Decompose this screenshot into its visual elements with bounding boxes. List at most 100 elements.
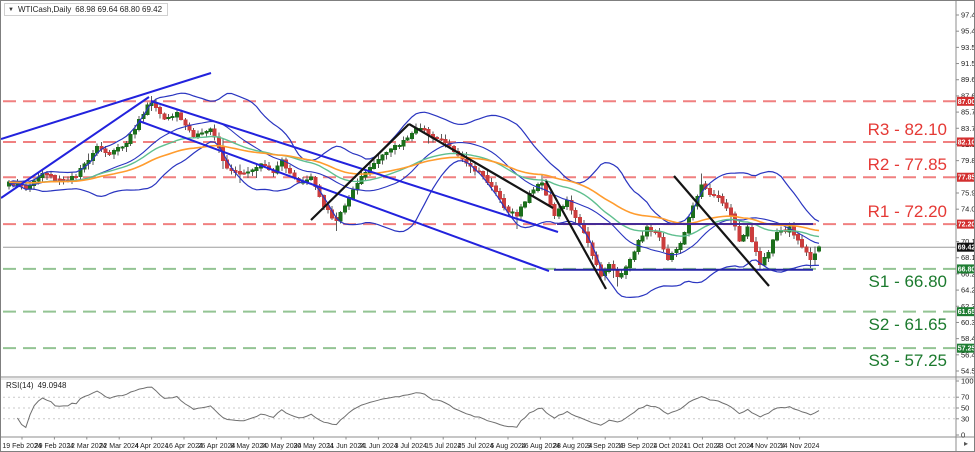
svg-text:61.65: 61.65 xyxy=(958,309,975,316)
time-label: 3 Jul 2024 xyxy=(395,443,427,450)
zigzag-up-1[interactable] xyxy=(310,123,410,221)
time-label: 26 Apr 2024 xyxy=(198,443,236,450)
time-label: 29 Feb 2024 xyxy=(35,443,74,450)
candle xyxy=(804,244,809,257)
candle xyxy=(623,265,628,280)
price-axis: 97.40 95.45 93.50 91.55 89.60 87.65 85.70 83.75… xyxy=(956,11,975,376)
rsi-axis-label: 30 xyxy=(961,414,969,423)
candle xyxy=(745,224,750,239)
support-label-s2[interactable]: S2 - 61.65 xyxy=(868,314,947,334)
candle xyxy=(758,247,763,269)
candle xyxy=(325,204,330,214)
candle xyxy=(158,105,163,119)
candle xyxy=(187,122,192,133)
candle xyxy=(766,249,771,263)
price-tick-label: 97.40 xyxy=(961,11,975,20)
candle xyxy=(57,175,62,186)
time-label: 23 Oct 2024 xyxy=(716,443,754,450)
descending-trendline-2[interactable] xyxy=(138,120,550,272)
candle xyxy=(191,127,196,139)
time-label: 20 May 2024 xyxy=(261,443,302,450)
candle xyxy=(796,232,801,245)
ascending-trendline-1[interactable] xyxy=(1,72,212,140)
resistance-label-r2[interactable]: R2 - 77.85 xyxy=(867,155,947,175)
candle xyxy=(686,214,691,237)
candle xyxy=(363,170,368,181)
dropdown-arrow-icon: ▼ xyxy=(8,6,14,13)
candle xyxy=(208,127,213,135)
scroll-to-end-marker[interactable]: ▸ xyxy=(963,439,968,448)
symbol-period-button[interactable]: ▼ WTICash,Daily 68.98 69.64 68.80 69.42 xyxy=(4,3,169,16)
candle xyxy=(573,207,578,223)
candle xyxy=(607,261,612,274)
candle xyxy=(78,165,83,180)
support-resistance-lines xyxy=(3,100,956,350)
steep-decline-line[interactable] xyxy=(545,180,607,290)
candle xyxy=(170,113,175,121)
ema-fast-line xyxy=(8,135,820,238)
time-label: 14 Nov 2024 xyxy=(780,443,820,450)
candle xyxy=(716,190,721,202)
price-tick-label: 68.15 xyxy=(961,253,975,262)
candlestick-series xyxy=(7,95,821,287)
time-label: 15 Jul 2024 xyxy=(425,443,461,450)
rsi-axis-label: 70 xyxy=(961,393,969,402)
candle xyxy=(812,246,817,266)
candle xyxy=(644,224,649,240)
candle xyxy=(313,175,318,190)
price-tick-label: 60.35 xyxy=(961,318,975,327)
time-label: 28 Aug 2024 xyxy=(553,443,592,450)
candle xyxy=(540,174,545,191)
candle xyxy=(661,232,666,253)
candle xyxy=(384,151,389,160)
decline-line-2[interactable] xyxy=(673,175,770,287)
price-axis-badge-72.20: 72.20 xyxy=(957,219,974,229)
candle xyxy=(380,153,385,165)
candle xyxy=(342,203,347,215)
rsi-axis-label: 0 xyxy=(961,431,965,440)
price-axis-badge-57.25: 57.25 xyxy=(957,343,974,353)
candle xyxy=(162,112,167,121)
candle xyxy=(510,208,515,218)
candle xyxy=(250,168,255,177)
candle xyxy=(405,135,410,142)
candle xyxy=(519,203,524,221)
price-tick-label: 58.40 xyxy=(961,334,975,343)
candle xyxy=(183,117,188,130)
price-tick-label: 64.25 xyxy=(961,286,975,295)
candle xyxy=(124,141,129,153)
time-label: 1 Oct 2024 xyxy=(653,443,687,450)
candle xyxy=(733,211,738,231)
rsi-line xyxy=(16,386,820,429)
rsi-indicator-label: RSI(14) 49.0948 xyxy=(6,381,70,390)
price-tick-label: 87.65 xyxy=(961,91,975,100)
candle xyxy=(401,136,406,150)
price-axis-badge-87.00: 87.00 xyxy=(957,96,974,106)
descending-trendline-1[interactable] xyxy=(150,100,559,233)
candle xyxy=(283,157,288,173)
zigzag-down-1[interactable] xyxy=(408,123,554,209)
candle xyxy=(724,199,729,211)
resistance-label-r3[interactable]: R3 - 82.10 xyxy=(867,119,947,139)
resistance-label-r1[interactable]: R1 - 72.20 xyxy=(867,202,947,222)
price-tick-label: 91.55 xyxy=(961,59,975,68)
candle xyxy=(817,245,821,253)
candle xyxy=(682,231,687,246)
price-axis-badge-77.85: 77.85 xyxy=(957,172,974,182)
candle xyxy=(48,170,53,179)
rsi-name: RSI(14) xyxy=(6,381,34,390)
time-label: 16 Apr 2024 xyxy=(165,443,203,450)
price-tick-label: 62.30 xyxy=(961,302,975,311)
candle xyxy=(200,128,205,136)
candle xyxy=(212,124,217,141)
support-label-s1[interactable]: S1 - 66.80 xyxy=(868,271,947,291)
price-tick-label: 70.10 xyxy=(961,237,975,246)
candle xyxy=(754,236,759,257)
candle xyxy=(74,173,79,180)
candle xyxy=(770,238,775,257)
ascending-trendline-2[interactable] xyxy=(1,96,150,199)
support-label-s3[interactable]: S3 - 57.25 xyxy=(868,351,947,371)
